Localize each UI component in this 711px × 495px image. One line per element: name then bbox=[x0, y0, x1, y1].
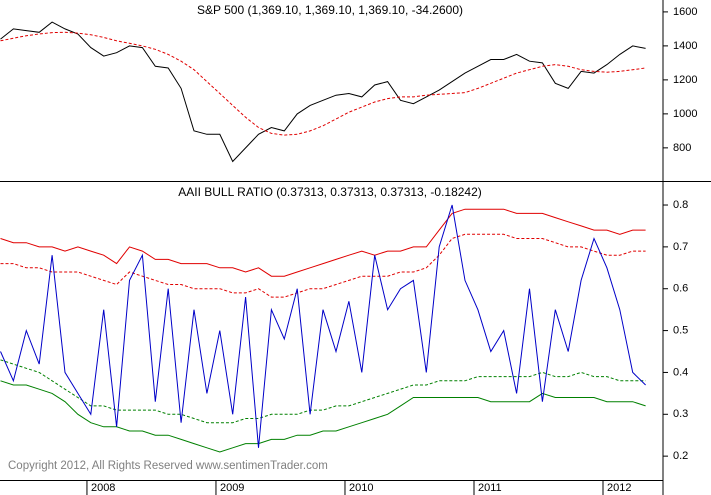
x-tick-label: 2010 bbox=[349, 482, 373, 494]
series-line bbox=[0, 233, 646, 298]
series-line bbox=[0, 21, 646, 163]
x-tick-label: 2008 bbox=[91, 482, 115, 494]
y-tick-label: 1200 bbox=[673, 74, 697, 86]
y-tick-label: 1400 bbox=[673, 40, 697, 52]
x-tick-label: 2012 bbox=[607, 482, 631, 494]
y-tick-label: 0.7 bbox=[673, 241, 688, 253]
x-tick-label: 2011 bbox=[478, 482, 502, 494]
y-tick-label: 1600 bbox=[673, 6, 697, 18]
y-tick-label: 0.3 bbox=[673, 408, 688, 420]
x-tick-label: 2009 bbox=[220, 482, 244, 494]
y-tick-label: 1000 bbox=[673, 108, 697, 120]
y-tick-label: 0.8 bbox=[673, 199, 688, 211]
panel-title: AAII BULL RATIO (0.37313, 0.37313, 0.373… bbox=[178, 185, 482, 199]
y-tick-label: 800 bbox=[673, 142, 691, 154]
series-line bbox=[0, 208, 646, 277]
series-line bbox=[0, 31, 646, 136]
y-tick-label: 0.2 bbox=[673, 450, 688, 462]
series-line bbox=[0, 204, 646, 448]
copyright: Copyright 2012, All Rights Reserved www.… bbox=[8, 460, 328, 472]
panel-title: S&P 500 (1,369.10, 1,369.10, 1,369.10, -… bbox=[197, 3, 463, 17]
series-line bbox=[0, 380, 646, 453]
y-tick-label: 0.4 bbox=[673, 366, 688, 378]
y-tick-label: 0.6 bbox=[673, 283, 688, 295]
y-tick-label: 0.5 bbox=[673, 324, 688, 336]
